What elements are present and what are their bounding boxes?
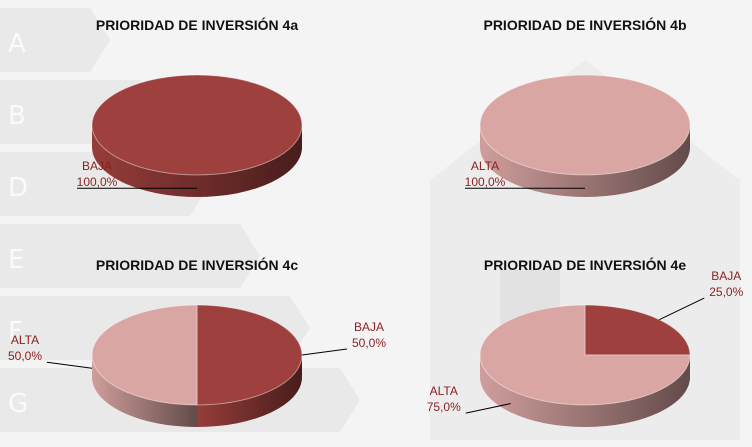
pie-slice bbox=[196, 304, 303, 406]
category-label: BAJA bbox=[354, 320, 384, 334]
svg-text:B: B bbox=[8, 101, 26, 131]
pie-side-shade bbox=[92, 355, 197, 427]
leader-line bbox=[301, 348, 348, 356]
pie-slice bbox=[479, 304, 691, 406]
category-label: BAJA bbox=[711, 269, 741, 283]
value-label: 25,0% bbox=[709, 285, 743, 299]
svg-text:D: D bbox=[8, 173, 28, 203]
chart-title: PRIORIDAD DE INVERSIÓN 4b bbox=[483, 16, 686, 33]
svg-text:A: A bbox=[8, 29, 26, 59]
svg-text:F: F bbox=[8, 317, 23, 347]
svg-text:G: G bbox=[8, 389, 28, 419]
leader-line bbox=[46, 361, 93, 369]
pie-side-shade bbox=[480, 125, 690, 197]
value-label: 50,0% bbox=[8, 349, 42, 363]
svg-text:E: E bbox=[8, 245, 24, 275]
pie-slice bbox=[91, 304, 198, 406]
leader-line bbox=[659, 297, 705, 321]
pie-side-shade bbox=[197, 355, 302, 427]
value-label: 100,0% bbox=[465, 175, 506, 189]
chart-title: PRIORIDAD DE INVERSIÓN 4a bbox=[96, 16, 298, 33]
pie-side-shade bbox=[92, 125, 302, 197]
category-label: BAJA bbox=[82, 159, 112, 173]
pie-side-shade bbox=[480, 355, 690, 427]
leader-line bbox=[465, 403, 511, 414]
chart-title: PRIORIDAD DE INVERSIÓN 4e bbox=[484, 256, 686, 273]
chart-title: PRIORIDAD DE INVERSIÓN 4c bbox=[96, 256, 298, 273]
value-label: 50,0% bbox=[352, 336, 386, 350]
category-label: ALTA bbox=[11, 333, 39, 347]
category-label: ALTA bbox=[430, 384, 458, 398]
pie-slice bbox=[91, 74, 303, 176]
category-label: ALTA bbox=[471, 159, 499, 173]
value-label: 100,0% bbox=[77, 175, 118, 189]
pie-slice bbox=[479, 74, 691, 176]
value-label: 75,0% bbox=[427, 400, 461, 414]
